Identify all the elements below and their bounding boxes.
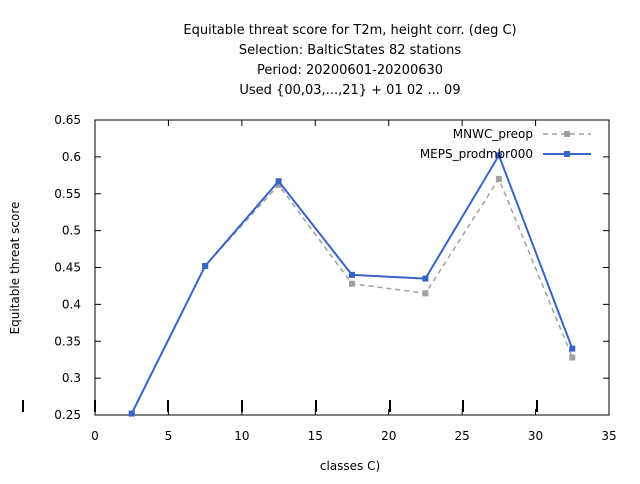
- data-point-1: [202, 263, 209, 270]
- legend-label-meps: MEPS_prodmbr000: [420, 147, 533, 161]
- y-tick-label: 0.45: [54, 261, 81, 275]
- x-tick-label: 30: [528, 429, 543, 443]
- y-tick-label: 0.35: [54, 334, 81, 348]
- y-tick-label: 0.6: [62, 150, 81, 164]
- y-tick-label: 0.25: [54, 408, 81, 422]
- y-tick-label: 0.4: [62, 297, 81, 311]
- data-point-1: [275, 178, 282, 185]
- x-tick-label: 25: [455, 429, 470, 443]
- title-line-1: Equitable threat score for T2m, height c…: [183, 23, 516, 38]
- data-point-0: [349, 280, 355, 287]
- data-point-1: [128, 410, 135, 417]
- axis-ticks: 0.25 0.3 0.35 0.4 0.45 0.5 0.55 0.6 0.65 0 5 10 15 20…: [22, 113, 617, 443]
- title-line-2: Selection: BalticStates 82 stations: [239, 43, 462, 58]
- y-tick-label: 0.65: [54, 113, 81, 127]
- data-point-1: [569, 345, 576, 352]
- legend-marker-mnwc: [564, 131, 570, 137]
- y-tick-label: 0.55: [54, 187, 81, 201]
- data-point-1: [495, 152, 502, 159]
- x-tick-label: 0: [91, 429, 99, 443]
- data-point-1: [422, 275, 429, 282]
- data-point-0: [495, 176, 502, 182]
- y-tick-label: 0.5: [62, 224, 81, 238]
- data-point-0: [422, 290, 429, 297]
- x-tick-label: 5: [165, 429, 173, 443]
- legend-label-mnwc: MNWC_preop: [453, 127, 533, 141]
- data-point-0: [275, 181, 282, 188]
- y-tick-label: 0.3: [62, 371, 81, 385]
- series-layer: [128, 152, 576, 417]
- series-line-0: [131, 177, 573, 414]
- x-tick-label: 15: [308, 429, 323, 443]
- title-line-3: Period: 20200601-20200630: [257, 63, 443, 78]
- chart-title: Equitable threat score for T2m, height c…: [183, 23, 516, 98]
- chart-legend: MNWC_preop MEPS_prodmbr000: [420, 127, 591, 161]
- y-axis-title: Equitable threat score: [8, 202, 22, 335]
- plot-area-frame: [94, 119, 610, 416]
- x-tick-label: 10: [234, 429, 249, 443]
- x-axis-title: classes C): [320, 459, 380, 473]
- x-tick-label: 35: [601, 429, 616, 443]
- x-tick-label: 20: [381, 429, 396, 443]
- data-point-0: [569, 354, 576, 361]
- data-point-1: [349, 271, 355, 278]
- title-line-4: Used {00,03,...,21} + 01 02 ... 09: [239, 83, 460, 98]
- legend-marker-meps: [564, 151, 570, 157]
